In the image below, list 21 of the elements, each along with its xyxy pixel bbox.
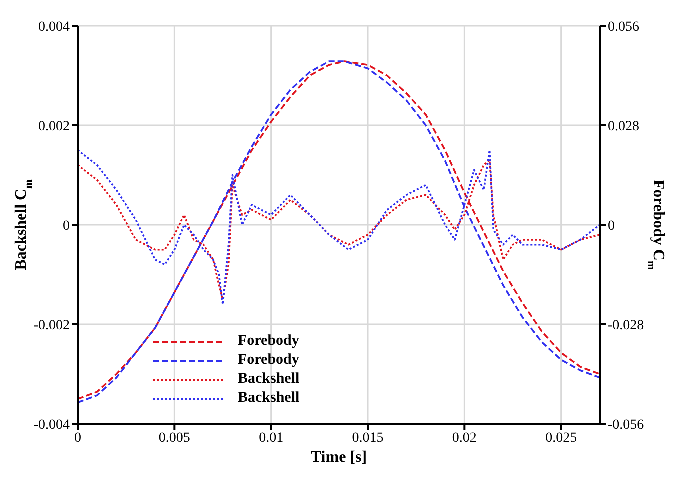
legend-label: Forebody (238, 333, 300, 350)
legend-label: Backshell (238, 390, 300, 407)
y-tick-label: -0.004 (34, 418, 70, 433)
y2-tick-label: 0.056 (608, 20, 640, 35)
y-tick-label: 0 (63, 218, 70, 234)
x-tick-label: 0.02 (452, 430, 477, 446)
x-tick-label: 0.005 (158, 430, 190, 446)
legend-label: Backshell (238, 371, 300, 388)
y2-tick-label: -0.056 (608, 418, 644, 433)
x-tick-label: 0.015 (352, 430, 384, 446)
y-tick-label: 0.002 (38, 119, 70, 134)
y-tick-label: -0.002 (34, 318, 70, 334)
y2-tick-label: -0.028 (608, 318, 644, 334)
y2-tick-label: 0.028 (608, 119, 640, 134)
x-tick-label: 0 (74, 430, 82, 446)
legend-label: Forebody (238, 352, 300, 369)
x-axis-title: Time [s] (310, 449, 368, 466)
y-tick-label: 0.004 (38, 20, 70, 35)
x-tick-label: 0.025 (546, 430, 578, 446)
x-tick-label: 0.01 (259, 430, 284, 446)
y2-tick-label: 0 (608, 218, 615, 234)
